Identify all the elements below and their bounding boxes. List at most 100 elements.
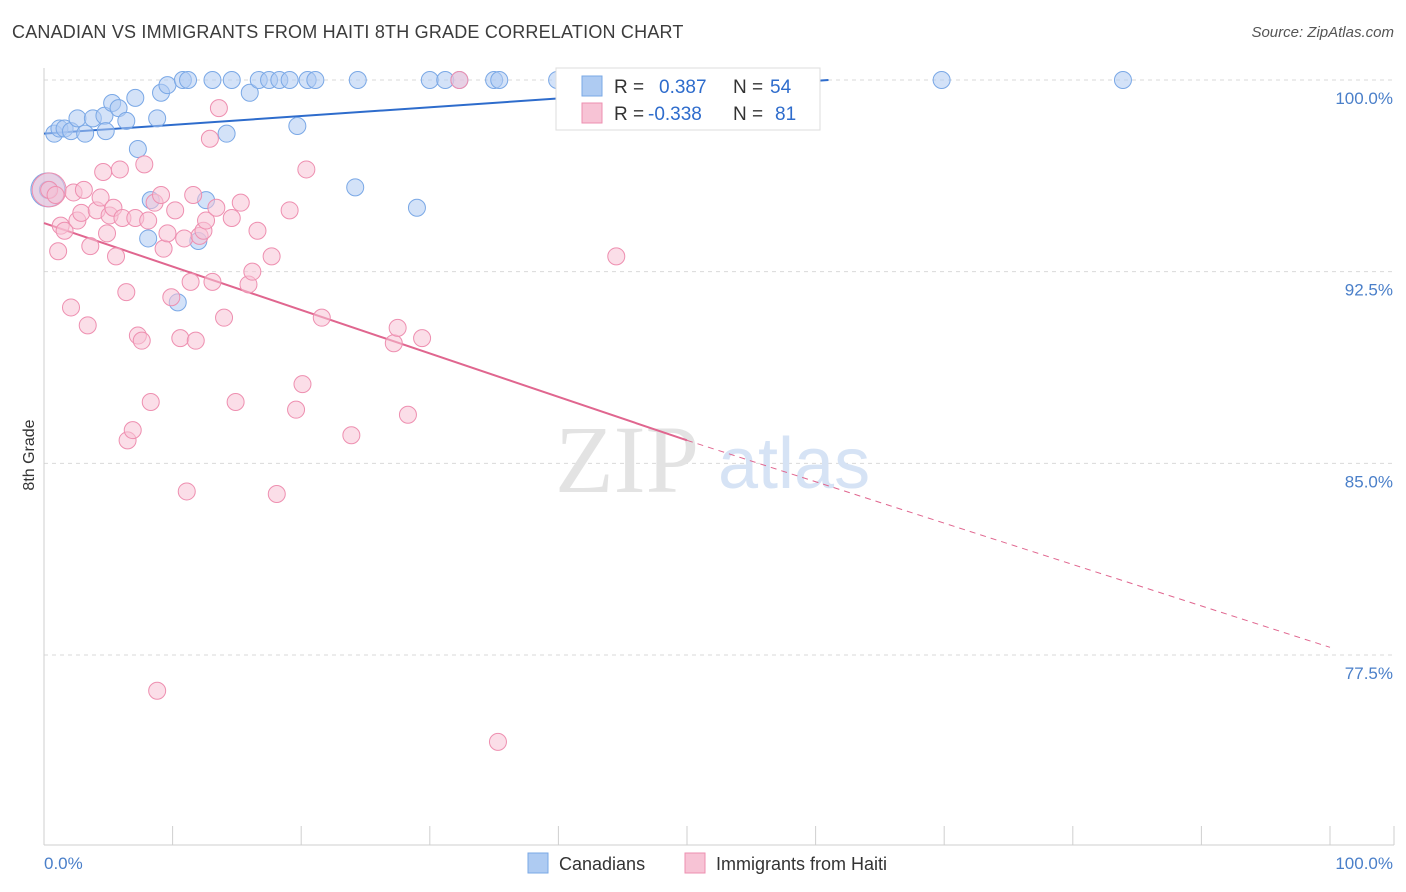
haiti-point — [184, 186, 203, 204]
haiti-point — [98, 224, 117, 243]
canadian-point — [932, 71, 951, 89]
haiti-point — [81, 237, 100, 256]
haiti-point — [132, 331, 151, 350]
canadian-point — [217, 124, 236, 143]
haiti-point — [231, 193, 250, 212]
haiti-point — [222, 209, 241, 227]
y-tick-labels: 100.0% 92.5% 85.0% 77.5% — [1335, 89, 1393, 683]
haiti-point — [215, 308, 234, 327]
stats-n-label-2: N = — [733, 104, 763, 125]
canadian-point — [407, 198, 426, 217]
haiti-point — [46, 186, 65, 204]
stats-n-value-1: 54 — [770, 77, 792, 98]
canadian-point — [117, 111, 136, 130]
haiti-point — [488, 732, 507, 751]
haiti-point — [203, 272, 222, 291]
y-axis-label: 8th Grade — [21, 419, 38, 490]
canadian-point — [76, 124, 95, 143]
haiti-point — [197, 211, 216, 230]
stats-r-value-2: -0.338 — [648, 104, 702, 125]
haiti-point — [171, 329, 190, 348]
x-tick-labels: 0.0% 100.0% — [44, 854, 1393, 873]
legend-label-canadians: Canadians — [559, 854, 645, 874]
haiti-point — [243, 262, 262, 281]
canadian-point — [490, 71, 509, 89]
canadian-point — [68, 109, 87, 128]
haiti-point — [62, 298, 81, 317]
y-tick-label: 92.5% — [1345, 281, 1393, 300]
haiti-point — [110, 160, 129, 179]
canadian-point — [240, 83, 259, 102]
haiti-point — [207, 198, 226, 217]
canadian-point — [179, 71, 198, 89]
haiti-point — [293, 375, 312, 394]
haiti-point — [94, 163, 113, 181]
watermark-zip: ZIP — [555, 406, 699, 513]
stats-r-value-1: 0.387 — [659, 77, 707, 98]
y-tick-label: 77.5% — [1345, 664, 1393, 683]
trend-lines — [43, 79, 1331, 648]
haiti-point — [123, 421, 142, 440]
haiti-point — [91, 188, 110, 207]
canadian-point — [139, 229, 158, 248]
canadian-point — [222, 71, 241, 89]
y-tick-label: 100.0% — [1335, 89, 1393, 108]
y-tick-label: 85.0% — [1345, 472, 1393, 491]
chart-source: Source: ZipAtlas.com — [1251, 24, 1394, 41]
legend-label-haiti: Immigrants from Haiti — [716, 854, 887, 874]
haiti-point — [186, 331, 205, 350]
canadian-point — [148, 109, 167, 128]
haiti-trend-line-extension — [686, 439, 1331, 648]
chart-title: CANADIAN VS IMMIGRANTS FROM HAITI 8TH GR… — [12, 22, 684, 42]
haiti-point — [209, 99, 228, 118]
haiti-point — [262, 247, 281, 266]
haiti-point — [450, 71, 469, 89]
watermark: ZIP atlas — [555, 406, 870, 513]
haiti-point — [141, 393, 160, 411]
stats-swatch-pink — [581, 102, 603, 124]
canadian-point — [126, 88, 145, 107]
haiti-point — [162, 288, 181, 307]
haiti-point — [297, 160, 316, 179]
gridlines — [44, 79, 1394, 656]
haiti-point — [267, 485, 286, 503]
haiti-point — [49, 242, 68, 261]
haiti-point — [148, 681, 167, 700]
haiti-point — [55, 221, 74, 240]
haiti-point — [384, 334, 403, 353]
legend-swatch-canadians — [527, 852, 549, 874]
stats-n-value-2: 81 — [775, 104, 796, 125]
haiti-point — [398, 405, 417, 424]
haiti-point — [117, 283, 136, 302]
haiti-point — [280, 201, 299, 220]
stats-n-label-1: N = — [733, 77, 763, 98]
haiti-point — [78, 316, 97, 335]
canadian-point — [348, 71, 367, 89]
haiti-point — [72, 203, 91, 222]
stats-r-label-2: R = — [614, 104, 644, 125]
canadian-point — [280, 71, 299, 89]
canadian-point — [96, 122, 115, 141]
canadian-point — [158, 76, 177, 95]
haiti-point — [107, 247, 126, 266]
haiti-point — [177, 482, 196, 501]
haiti-point — [135, 155, 154, 174]
stats-legend: R = 0.387 N = 54 R = -0.338 N = 81 — [555, 67, 821, 131]
haiti-point — [607, 247, 626, 266]
legend: Canadians Immigrants from Haiti — [527, 852, 887, 874]
haiti-trend-line — [43, 222, 688, 442]
haiti-point — [388, 318, 407, 337]
canadian-point — [203, 71, 222, 89]
stats-r-label-1: R = — [614, 77, 644, 98]
haiti-point — [166, 201, 185, 220]
haiti-point — [342, 426, 361, 445]
haiti-point — [158, 224, 177, 243]
haiti-point — [181, 272, 200, 291]
haiti-point — [413, 329, 432, 348]
haiti-point — [248, 221, 267, 240]
haiti-point — [154, 239, 173, 258]
canadian-point — [128, 140, 147, 158]
x-tick-label: 100.0% — [1335, 854, 1393, 873]
legend-swatch-haiti — [684, 852, 706, 874]
